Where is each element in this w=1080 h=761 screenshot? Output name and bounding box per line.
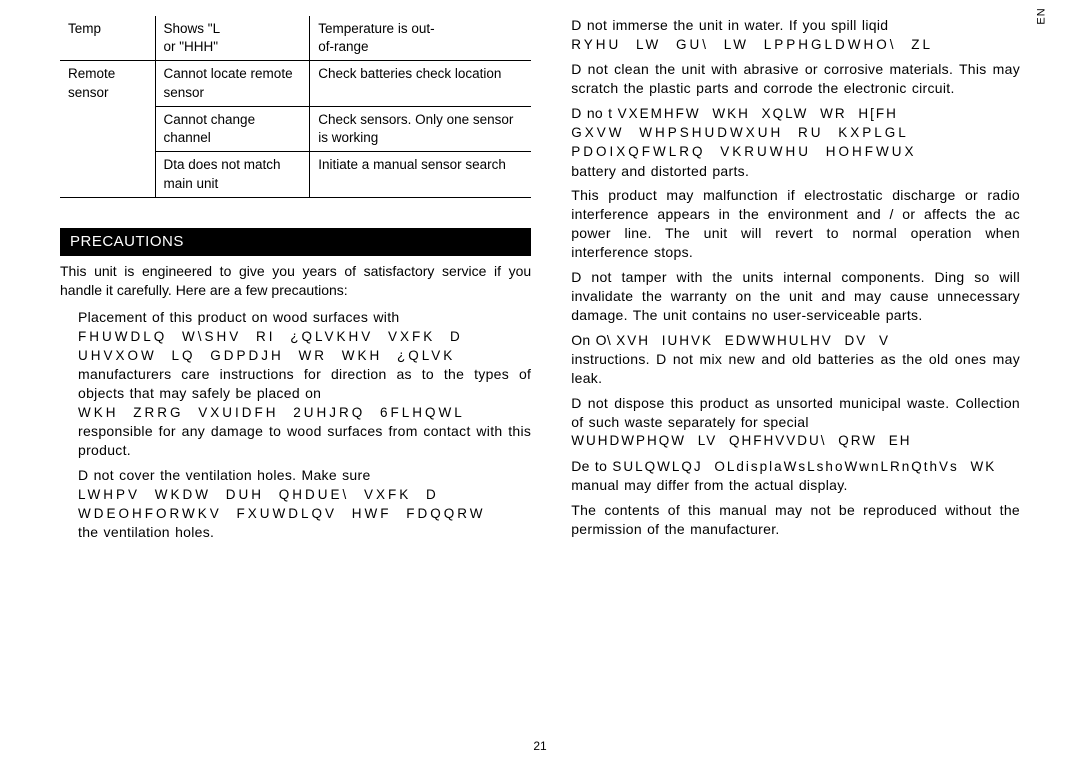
- garbled-text: GXVW WHPSHUDWXUH RU KXPLGL: [571, 125, 909, 140]
- table-cell: Cannot locate remote sensor: [155, 61, 310, 106]
- garbled-text: VXEMHFW WKH XQLW WR H[FH: [618, 106, 898, 121]
- table-cell: Dta does not match main unit: [155, 152, 310, 197]
- bullet-item: D not immerse the unit in water. If you …: [571, 16, 1020, 54]
- table-cell: Initiate a manual sensor search: [310, 152, 531, 197]
- bullet-text: D not tamper with the units internal com…: [571, 269, 1020, 323]
- bullet-text: This product may malfunction if electros…: [571, 187, 1020, 260]
- garbled-text: WKH ZRRG VXUIDFH 2UHJRQ 6FLHQWL: [78, 405, 465, 420]
- garbled-text: LWHPV WKDW DUH QHDUE\ VXFK D: [78, 487, 439, 502]
- garbled-text: WDEOHFORWKV FXUWDLQV HWF FDQQRW: [78, 506, 486, 521]
- bullet-text: D not dispose this product as unsorted m…: [571, 395, 1020, 430]
- bullet-text: De to: [571, 458, 607, 474]
- bullet-text: instructions. D not mix new and old batt…: [571, 351, 1020, 386]
- garbled-text: PDOIXQFWLRQ VKRUWHU HOHFWUX: [571, 144, 916, 159]
- bullet-item: On O\ XVH IUHVK EDWWHULHV DV V instructi…: [571, 331, 1020, 388]
- page-container: Temp Shows "L or "HHH" Temperature is ou…: [0, 0, 1080, 558]
- precautions-header: PRECAUTIONS: [60, 228, 531, 256]
- bullet-item: D not clean the unit with abrasive or co…: [571, 60, 1020, 98]
- bullet-item: D not dispose this product as unsorted m…: [571, 394, 1020, 451]
- bullet-item: De to SULQWLQJ OLdisplaWsLshoWwnLRnQthVs…: [571, 457, 1020, 495]
- bullet-item: This product may malfunction if electros…: [571, 186, 1020, 262]
- bullet-text: responsible for any damage to wood surfa…: [78, 423, 531, 458]
- table-cell: Remote sensor: [60, 61, 155, 197]
- garbled-text: UHVXOW LQ GDPDJH WR WKH ¿QLVK: [78, 348, 455, 363]
- left-column: Temp Shows "L or "HHH" Temperature is ou…: [60, 16, 531, 548]
- garbled-text: XVH IUHVK EDWWHULHV DV V: [616, 333, 890, 348]
- page-number: 21: [0, 739, 1080, 753]
- bullet-text: the ventilation holes.: [78, 524, 214, 540]
- bullet-item: D not tamper with the units internal com…: [571, 268, 1020, 325]
- bullet-item: D not cover the ventilation holes. Make …: [60, 466, 531, 542]
- table-cell: Check batteries check location: [310, 61, 531, 106]
- table-row: Remote sensor Cannot locate remote senso…: [60, 61, 531, 106]
- bullet-text: manufacturers care instructions for dire…: [78, 366, 531, 401]
- bullet-text: Placement of this product on wood surfac…: [78, 309, 399, 325]
- table-row: Temp Shows "L or "HHH" Temperature is ou…: [60, 16, 531, 61]
- bullet-item: D no t VXEMHFW WKH XQLW WR H[FH GXVW WHP…: [571, 104, 1020, 181]
- table-cell: Check sensors. Only one sensor is workin…: [310, 106, 531, 151]
- right-column: D not immerse the unit in water. If you …: [571, 16, 1020, 548]
- troubleshoot-table: Temp Shows "L or "HHH" Temperature is ou…: [60, 16, 531, 198]
- bullet-text: manual may differ from the actual displa…: [571, 477, 847, 493]
- table-cell: Cannot change channel: [155, 106, 310, 151]
- table-cell: Temperature is out- of-range: [310, 16, 531, 61]
- garbled-text: WUHDWPHQW LV QHFHVVDU\ QRW EH: [571, 433, 911, 448]
- bullet-text: D no t: [571, 105, 612, 121]
- garbled-text: SULQWLQJ OLdisplaWsLshoWwnLRnQthVs WK: [612, 459, 996, 474]
- bullet-text: D not immerse the unit in water. If you …: [571, 17, 888, 33]
- table-cell: Shows "L or "HHH": [155, 16, 310, 61]
- bullet-text: The contents of this manual may not be r…: [571, 502, 1020, 537]
- bullet-text: D not clean the unit with abrasive or co…: [571, 61, 1020, 96]
- intro-text: This unit is engineered to give you year…: [60, 262, 531, 300]
- table-cell: Temp: [60, 16, 155, 61]
- garbled-text: RYHU LW GU\ LW LPPHGLDWHO\ ZL: [571, 37, 933, 52]
- bullet-item: The contents of this manual may not be r…: [571, 501, 1020, 539]
- bullet-text: On O\: [571, 332, 611, 348]
- garbled-text: FHUWDLQ W\SHV RI ¿QLVKHV VXFK D: [78, 329, 463, 344]
- bullet-item: Placement of this product on wood surfac…: [60, 308, 531, 460]
- bullet-text: D not cover the ventilation holes. Make …: [78, 467, 371, 483]
- bullet-text: battery and distorted parts.: [571, 163, 749, 179]
